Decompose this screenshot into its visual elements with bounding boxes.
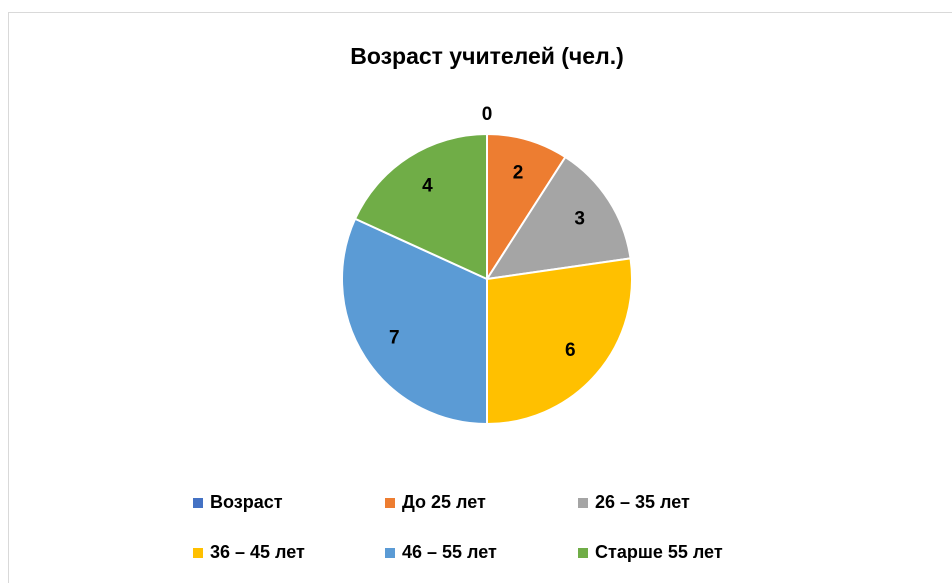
pie-slice	[341, 217, 488, 426]
legend-label: Старше 55 лет	[595, 542, 723, 562]
legend-marker	[578, 498, 588, 508]
legend-label: 26 – 35 лет	[595, 492, 690, 512]
legend-marker	[578, 548, 588, 558]
legend-label: 46 – 55 лет	[402, 542, 497, 562]
legend-marker	[385, 548, 395, 558]
pie-slice	[353, 132, 488, 281]
data-label: 2	[513, 162, 524, 183]
legend-marker	[193, 548, 203, 558]
data-label: 4	[422, 175, 433, 196]
legend-label: Возраст	[210, 492, 283, 512]
legend-marker	[385, 498, 395, 508]
legend-label: 36 – 45 лет	[210, 542, 305, 562]
pie-slice	[486, 132, 567, 283]
data-label: 3	[574, 208, 585, 229]
data-label: 6	[565, 340, 576, 361]
legend-label: До 25 лет	[402, 492, 486, 512]
data-label: 0	[482, 104, 493, 125]
pie-slice	[484, 155, 632, 281]
data-label: 7	[389, 328, 400, 349]
legend-marker	[193, 498, 203, 508]
chart-title: Возраст учителей (чел.)	[350, 43, 624, 69]
pie-slice	[486, 257, 633, 426]
